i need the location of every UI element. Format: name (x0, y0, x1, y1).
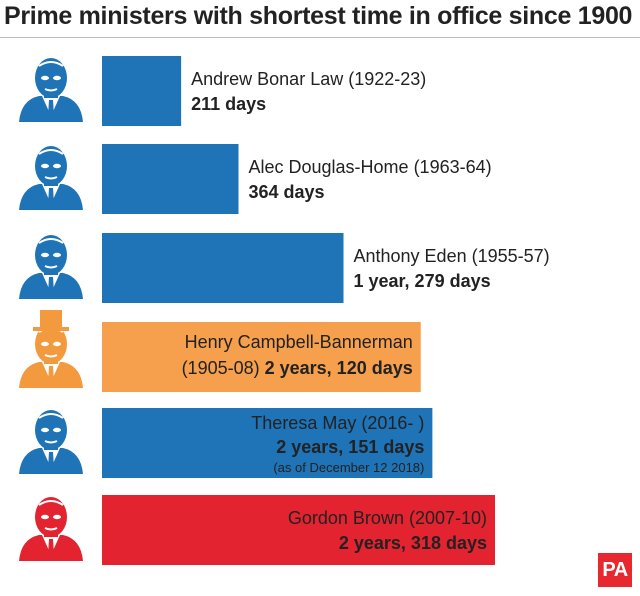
bar-row: Henry Campbell-Bannerman (1905-08) 2 year… (102, 322, 421, 392)
bar (102, 144, 239, 214)
bar-name-label: Anthony Eden (1955-57) (354, 246, 550, 266)
bar (102, 408, 433, 478)
bar-row: Gordon Brown (2007-10) 2 years, 318 days (102, 495, 495, 565)
bar-duration-label: (1905-08) 2 years, 120 days (182, 358, 413, 378)
portrait-may-icon (19, 410, 83, 474)
portrait-brown-icon (19, 497, 83, 561)
bar-row: Anthony Eden (1955-57) 1 year, 279 days (102, 233, 550, 303)
bar-duration-label: 1 year, 279 days (354, 271, 491, 291)
bar (102, 495, 495, 565)
portrait-douglas-home-icon (19, 146, 83, 210)
portrait-campbell-bannerman-icon (19, 310, 83, 388)
bar-duration-label: 2 years, 318 days (339, 533, 487, 553)
bar-row: Theresa May (2016- ) 2 years, 151 days (as… (102, 408, 433, 478)
bar-name-label: Henry Campbell-Bannerman (185, 332, 413, 352)
bar-duration-value: 2 years, 120 days (265, 358, 413, 378)
bar-note-label: (as of December 12 2018) (273, 460, 424, 475)
title-divider (0, 37, 640, 38)
portrait-eden-icon (19, 235, 83, 299)
bar-duration-label: 364 days (249, 182, 325, 202)
bar-name-label: Theresa May (2016- ) (251, 413, 424, 433)
bar-duration-label: 211 days (191, 94, 266, 114)
chart-title: Prime ministers with shortest time in of… (4, 2, 633, 30)
bar-name-label: Andrew Bonar Law (1922-23) (191, 69, 426, 89)
bar-name-label: Gordon Brown (2007-10) (288, 508, 487, 528)
bar-row: Alec Douglas-Home (1963-64) 364 days (102, 144, 492, 214)
pa-logo: PA (598, 553, 632, 587)
bar (102, 322, 421, 392)
bar-years-prefix: (1905-08) (182, 358, 265, 378)
portrait-bonar-law-icon (19, 58, 83, 122)
bar-row: Andrew Bonar Law (1922-23) 211 days (102, 56, 426, 126)
bar-duration-label: 2 years, 151 days (276, 437, 424, 457)
bar-name-label: Alec Douglas-Home (1963-64) (249, 157, 492, 177)
bar (102, 233, 344, 303)
bar (102, 56, 182, 126)
